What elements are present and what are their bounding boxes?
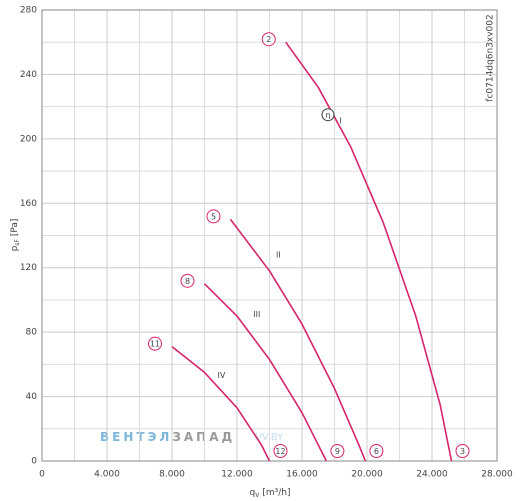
y-label-main: p — [10, 245, 20, 251]
series-label: III — [253, 310, 260, 319]
curve-point-label: 12 — [275, 447, 285, 456]
fan-curve — [203, 283, 328, 462]
curve-point-marker — [369, 444, 384, 458]
x-tick-label: 20.000 — [351, 470, 383, 480]
curve-point-label: 3 — [460, 447, 465, 456]
y-tick-label: 80 — [26, 328, 38, 338]
y-tick-label: 0 — [31, 457, 37, 467]
curve-point-marker — [455, 444, 470, 458]
annotation: η — [325, 111, 330, 120]
curve-point-marker — [180, 273, 195, 288]
y-label-sub: sF — [14, 239, 21, 246]
curve-point-marker — [330, 444, 345, 458]
curve-point-label: 2 — [266, 35, 271, 44]
y-tick-label: 240 — [20, 70, 37, 80]
curve-point-label: 6 — [374, 447, 379, 456]
y-axis-label: psF [Pa] — [10, 219, 21, 252]
x-label-unit: [m³/h] — [262, 488, 290, 498]
x-tick-label: 0 — [39, 470, 45, 480]
y-label-unit: [Pa] — [10, 219, 20, 237]
x-label-sub: V — [255, 492, 260, 499]
y-tick-label: 40 — [26, 392, 38, 402]
curve-point-label: 9 — [335, 447, 340, 456]
curve-point-marker — [261, 32, 276, 47]
y-tick-label: 280 — [20, 6, 37, 16]
curve-point-marker — [206, 209, 221, 224]
y-tick-label: 120 — [20, 263, 37, 273]
y-tick-label: 200 — [20, 134, 37, 144]
x-tick-label: 24.000 — [416, 470, 448, 480]
x-axis-label: qV [m³/h] — [250, 488, 291, 499]
curve-point-label: 11 — [150, 340, 160, 349]
series-label: IV — [218, 371, 226, 380]
curve-point-marker — [148, 336, 162, 351]
x-tick-label: 16.000 — [286, 470, 318, 480]
chart-code: fc0714dq6n3xv002 — [486, 14, 496, 101]
curve-point-marker — [273, 444, 288, 458]
watermark-part: ЗАПАД — [172, 430, 235, 444]
series-label: II — [276, 250, 281, 259]
fan-curve — [171, 346, 271, 462]
watermark-part: ВЕНТЭЛ — [100, 430, 172, 444]
curve-point-label: 8 — [185, 277, 190, 286]
x-tick-label: 8.000 — [159, 470, 185, 480]
y-tick-label: 160 — [20, 199, 37, 209]
x-label-main: q — [250, 488, 256, 498]
curve-point-label: 5 — [211, 212, 216, 221]
x-tick-label: 12.000 — [221, 470, 253, 480]
series-label: I — [339, 117, 341, 126]
annotation-marker — [321, 108, 335, 122]
x-tick-label: 28.000 — [481, 470, 513, 480]
fan-curve — [229, 218, 367, 462]
x-tick-label: 4.000 — [94, 470, 120, 480]
fan-curve — [285, 41, 453, 462]
